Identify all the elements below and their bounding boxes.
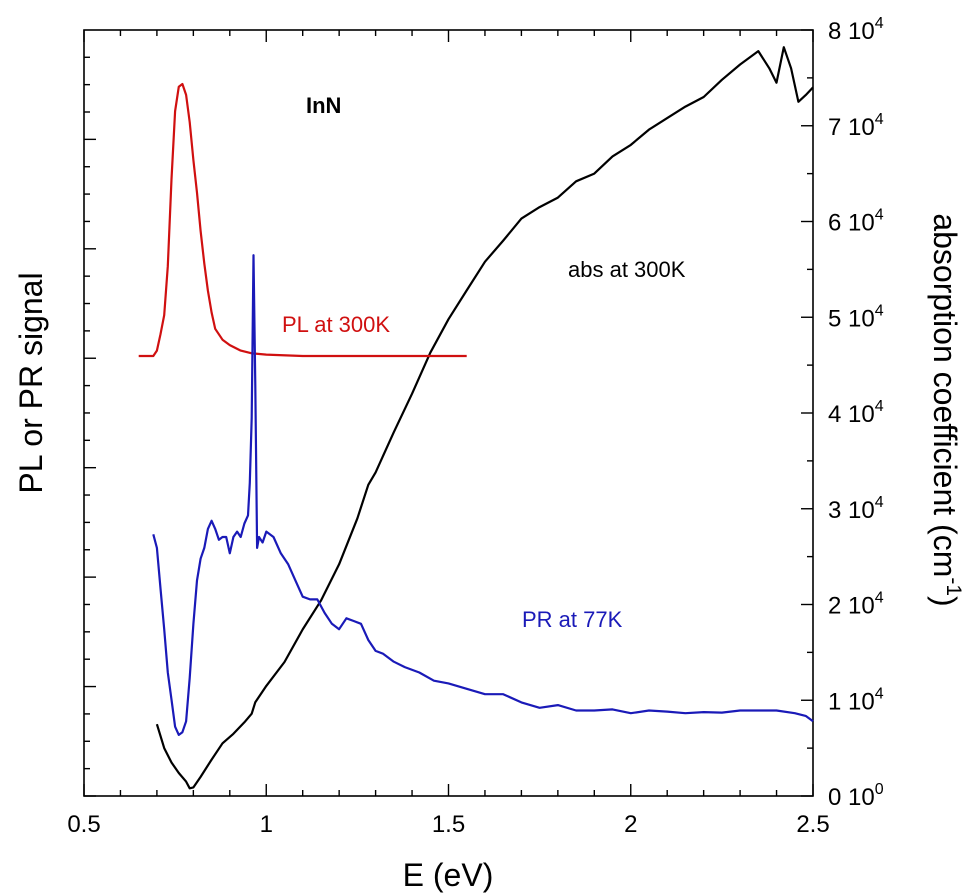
x-tick-label: 0.5 [67, 811, 100, 838]
series-line-abs [155, 46, 814, 790]
x-tick-labels: 0.5 1 1.5 2 2.5 [67, 811, 829, 838]
y-right-tick-label: 2 104 [828, 590, 884, 620]
y-right-tick-label: 0 100 [828, 781, 884, 811]
y-right-tick-label: 4 104 [828, 398, 884, 428]
y-left-axis-label: PL or PR signal [13, 272, 49, 493]
pl-annotation: PL at 300K [282, 312, 390, 337]
plot-frame [83, 29, 814, 797]
y-right-tick-labels: 0 100 1 104 2 104 3 104 4 104 5 104 6 104 7 104… [828, 15, 884, 811]
y-right-axis-label-main: absorption coefficient (cm [927, 213, 963, 577]
tick-marks [83, 29, 814, 797]
y-right-tick-label: 8 104 [828, 15, 884, 45]
series-lines [138, 46, 814, 790]
y-right-tick-label: 7 104 [828, 111, 884, 141]
y-right-axis-label-tail: ) [927, 596, 963, 607]
material-label: InN [306, 93, 341, 118]
series-line-pl [138, 82, 467, 358]
x-axis-label: E (eV) [403, 857, 494, 893]
pr-annotation: PR at 77K [522, 607, 623, 632]
y-right-tick-label: 1 104 [828, 685, 884, 715]
abs-annotation: abs at 300K [568, 257, 686, 282]
x-tick-label: 2.5 [796, 811, 829, 838]
y-right-tick-label: 5 104 [828, 302, 884, 332]
x-tick-label: 1 [260, 811, 273, 838]
y-right-axis-label: absorption coefficient (cm-1) [927, 213, 965, 606]
series-line-pr [152, 254, 814, 737]
y-right-axis-label-sup: -1 [942, 577, 965, 596]
x-tick-label: 2 [624, 811, 637, 838]
x-tick-label: 1.5 [432, 811, 465, 838]
y-right-tick-label: 6 104 [828, 207, 884, 237]
y-right-tick-label: 3 104 [828, 494, 884, 524]
